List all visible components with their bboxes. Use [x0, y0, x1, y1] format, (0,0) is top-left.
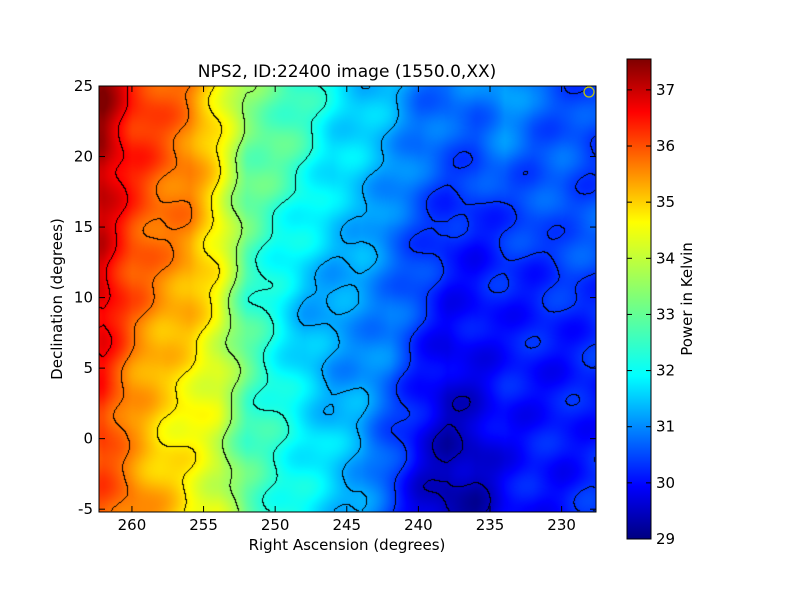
- x-tick-label: 260: [118, 516, 147, 534]
- colorbar-tick-label: 30: [656, 474, 675, 492]
- heatmap-image: [99, 86, 596, 512]
- colorbar-axis: 29 30 31 32 33 34 35 36 37: [627, 81, 675, 548]
- colorbar-tick-label: 35: [656, 193, 675, 211]
- y-axis-label: Declination (degrees): [48, 218, 66, 380]
- y-tick-label: 15: [74, 218, 93, 236]
- x-tick-label: 245: [332, 516, 361, 534]
- plot-frame: [98, 85, 597, 513]
- x-tick-label: 255: [189, 516, 218, 534]
- y-tick-label: 25: [74, 77, 93, 95]
- colorbar-tick-label: 31: [656, 418, 675, 436]
- x-tick-label: 235: [476, 516, 505, 534]
- colorbar: [626, 58, 652, 540]
- beam-marker-icon: [583, 86, 595, 98]
- y-tick-label: -5: [78, 500, 93, 518]
- colorbar-tick-label: 37: [656, 81, 675, 99]
- y-axis: -5 0 5 10 15 20 25: [74, 77, 596, 518]
- colorbar-tick-label: 34: [656, 249, 675, 267]
- y-tick-label: 10: [74, 289, 93, 307]
- colorbar-tick-label: 32: [656, 362, 675, 380]
- x-tick-label: 230: [547, 516, 576, 534]
- x-tick-label: 250: [261, 516, 290, 534]
- y-tick-label: 20: [74, 148, 93, 166]
- x-axis-label: Right Ascension (degrees): [249, 536, 446, 554]
- x-axis: 260 255 250 245 240 235 230: [118, 86, 576, 534]
- heatmap-raster: [99, 86, 596, 512]
- colorbar-tick-label: 33: [656, 305, 675, 323]
- chart-title: NPS2, ID:22400 image (1550.0,XX): [198, 62, 497, 82]
- x-tick-label: 240: [404, 516, 433, 534]
- colorbar-tick-label: 36: [656, 137, 675, 155]
- y-tick-label: 5: [83, 359, 93, 377]
- colorbar-label: Power in Kelvin: [678, 242, 696, 356]
- y-tick-label: 0: [83, 430, 93, 448]
- colorbar-tick-label: 29: [656, 530, 675, 548]
